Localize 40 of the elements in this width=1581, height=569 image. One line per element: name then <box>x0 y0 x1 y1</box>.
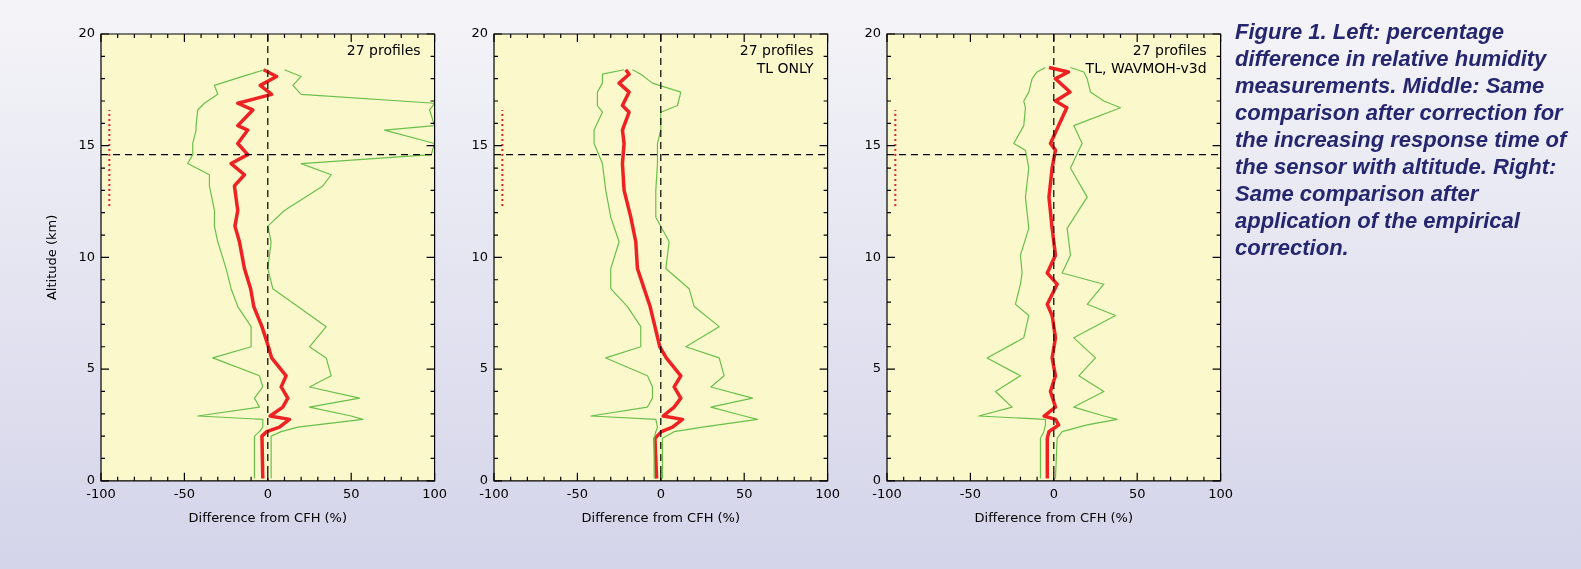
x-axis-title: Difference from CFH (%) <box>188 509 348 525</box>
annotation: 27 profiles <box>739 41 814 58</box>
y-tick-label: 20 <box>864 25 881 41</box>
y-tick-label: 10 <box>864 248 881 264</box>
y-tick-label: 10 <box>471 248 488 264</box>
y-tick-label: 15 <box>864 137 881 153</box>
y-tick-label: 15 <box>78 137 95 153</box>
y-tick-label: 0 <box>86 472 95 488</box>
x-tick-label: 100 <box>422 485 448 501</box>
y-tick-label: 20 <box>78 25 95 41</box>
x-tick-label: 50 <box>342 485 360 501</box>
x-tick-label: 100 <box>815 485 841 501</box>
y-tick-label: 0 <box>872 472 881 488</box>
annotation: TL, WAVMOH-v3d <box>1084 59 1207 76</box>
y-tick-label: 5 <box>86 360 95 376</box>
text: Figure 1. Left: percentage difference in relative humidity measurements. Middle: Same comparison after correction for the increasing response time of the sensor with altitude. Right: Same comparison after application of the empirical correction. <box>1235 19 1567 260</box>
annotation: 27 profiles <box>1132 41 1207 58</box>
x-tick-label: 50 <box>1128 485 1146 501</box>
x-tick-label: 100 <box>1208 485 1234 501</box>
y-tick-label: 15 <box>471 137 488 153</box>
x-tick-label: -50 <box>173 485 196 501</box>
y-tick-label: 10 <box>78 248 95 264</box>
x-axis-title: Difference from CFH (%) <box>974 509 1134 525</box>
x-tick-label: -50 <box>959 485 982 501</box>
x-axis-title: Difference from CFH (%) <box>581 509 741 525</box>
y-tick-label: 5 <box>479 360 488 376</box>
y-tick-label: 5 <box>872 360 881 376</box>
y-tick-label: 20 <box>471 25 488 41</box>
x-tick-label: 0 <box>263 485 272 501</box>
y-tick-label: 0 <box>479 472 488 488</box>
x-tick-label: 0 <box>656 485 665 501</box>
x-tick-label: -100 <box>479 485 509 501</box>
y-axis-title: Altitude (km) <box>44 214 60 301</box>
annotation: 27 profiles <box>346 41 421 58</box>
x-tick-label: -100 <box>872 485 902 501</box>
x-tick-label: 0 <box>1049 485 1058 501</box>
x-tick-label: 50 <box>735 485 753 501</box>
x-tick-label: -50 <box>566 485 589 501</box>
annotation: TL ONLY <box>755 59 815 76</box>
x-tick-label: -100 <box>86 485 116 501</box>
